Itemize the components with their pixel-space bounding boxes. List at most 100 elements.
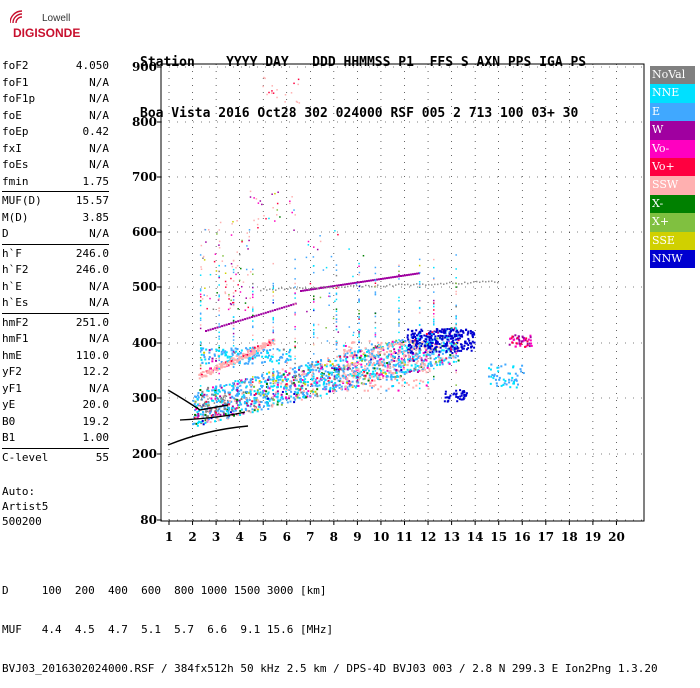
echo-point (262, 391, 265, 394)
echo-point (404, 370, 407, 373)
echo-point (223, 365, 226, 368)
echo-point (433, 338, 436, 341)
param-value: 4.050 (75, 59, 109, 72)
echo-point (311, 374, 314, 377)
echo-point (411, 358, 414, 361)
echo-point (433, 313, 435, 315)
echo-point (321, 376, 324, 379)
echo-point (228, 298, 230, 300)
echo-point (346, 356, 349, 359)
param-label: foEp (2, 125, 29, 138)
param-label: yE (2, 398, 16, 411)
echo-point (285, 397, 288, 400)
echo-point (375, 346, 378, 349)
echo-point (227, 308, 230, 311)
echo-point (251, 400, 254, 403)
y-tick-label: 800 (132, 115, 157, 129)
echo-point (211, 357, 214, 360)
param-row: B0 19.2 (2, 414, 109, 431)
echo-point (391, 355, 394, 358)
echo-point (298, 366, 301, 369)
echo-point (271, 398, 274, 401)
echo-point (441, 349, 444, 352)
echo-point (388, 276, 390, 279)
echo-point (466, 348, 469, 351)
echo-point (321, 374, 324, 377)
echo-point (248, 229, 251, 231)
echo-point (498, 376, 501, 379)
echo-point (277, 392, 280, 395)
echo-point (218, 264, 220, 267)
echo-point (472, 332, 475, 335)
echo-point (380, 358, 383, 361)
echo-point (329, 295, 331, 298)
echo-point (376, 341, 379, 344)
echo-point (414, 354, 417, 357)
echo-point (514, 372, 517, 375)
echo-point (433, 303, 435, 305)
echo-point (231, 265, 234, 268)
echo-point (199, 367, 202, 370)
echo-point (260, 375, 263, 378)
param-row: foEp 0.42 (2, 124, 109, 141)
echo-point (389, 370, 392, 373)
echo-point (215, 401, 218, 404)
echo-point (203, 402, 206, 405)
echo-point (253, 197, 255, 199)
echo-point (289, 387, 292, 390)
echo-point (280, 403, 283, 406)
echo-point (346, 350, 349, 353)
echo-point (422, 354, 425, 357)
echo-point (199, 274, 202, 276)
echo-point (211, 369, 214, 372)
echo-point (435, 344, 438, 347)
echo-point (312, 309, 315, 312)
echo-point (218, 310, 220, 312)
echo-point (318, 367, 321, 370)
echo-point (346, 283, 348, 286)
param-row: fmin 1.75 (2, 174, 109, 191)
echo-point (424, 364, 427, 367)
echo-point (455, 393, 458, 396)
echo-point (266, 402, 269, 405)
echo-point (214, 386, 217, 389)
echo-point (194, 413, 197, 416)
echo-point (491, 280, 493, 282)
echo-point (213, 402, 216, 404)
echo-point (412, 355, 415, 358)
echo-point (450, 337, 453, 340)
echo-point (491, 374, 494, 377)
param-label: h`F (2, 246, 22, 260)
echo-point (395, 370, 398, 373)
echo-point (285, 384, 288, 387)
echo-point (403, 367, 406, 370)
echo-point (374, 285, 377, 287)
echo-point (429, 357, 432, 360)
echo-point (195, 395, 198, 398)
echo-point (309, 394, 312, 397)
echo-points (192, 76, 533, 427)
echo-point (404, 274, 406, 277)
echo-point (350, 347, 353, 350)
echo-point (431, 350, 434, 353)
echo-point (305, 396, 308, 399)
echo-point (393, 344, 396, 347)
echo-point (335, 292, 338, 295)
param-row: yF1 N/A (2, 381, 109, 398)
echo-point (317, 363, 320, 366)
param-value: 1.00 (82, 431, 110, 444)
echo-point (294, 328, 296, 331)
echo-point (222, 398, 224, 401)
echo-point (297, 380, 300, 383)
param-label: M(D) (2, 210, 29, 224)
echo-point (294, 258, 296, 261)
echo-point (241, 239, 243, 242)
echo-point (205, 394, 208, 397)
echo-point (374, 332, 377, 334)
echo-point (224, 402, 227, 404)
echo-point (347, 388, 350, 391)
echo-point (252, 378, 254, 380)
echo-point (266, 342, 269, 345)
echo-point (205, 409, 207, 412)
echo-point (301, 392, 304, 395)
